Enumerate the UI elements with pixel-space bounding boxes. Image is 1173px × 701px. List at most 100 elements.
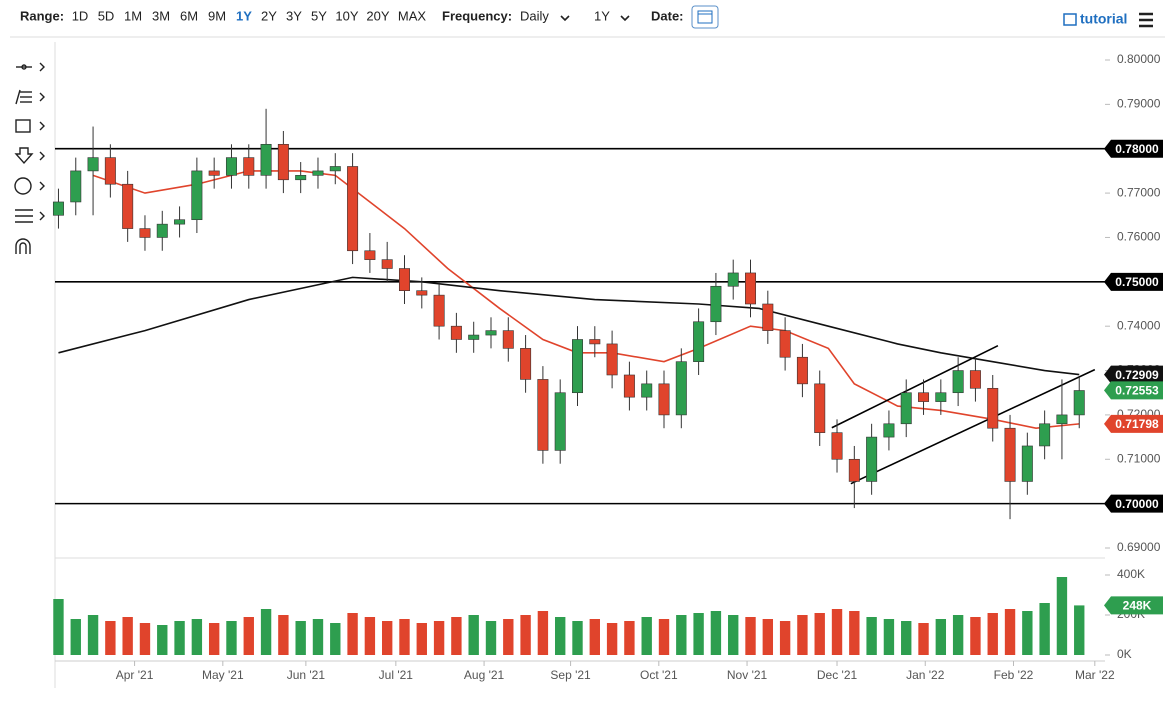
tool-annotation[interactable] [14, 177, 45, 195]
candle-body [139, 228, 151, 238]
y-tick-label: 0.71000 [1117, 451, 1161, 465]
volume-bar [866, 617, 877, 655]
candle-body [1021, 445, 1033, 482]
range-button[interactable]: 3M [152, 8, 170, 23]
candle-body [727, 272, 739, 287]
range-button[interactable]: 5D [98, 8, 115, 23]
volume-bar [226, 621, 237, 655]
volume-bar [139, 623, 151, 655]
candle-body [225, 157, 237, 176]
candle-body [485, 330, 497, 336]
candle-body [295, 175, 307, 181]
candle-body [1039, 423, 1051, 447]
candle-body [952, 370, 964, 394]
candle-body [52, 201, 64, 216]
tool-measure[interactable] [15, 209, 45, 223]
drawing-tools [14, 62, 45, 254]
x-tick-label: Mar '22 [1075, 668, 1115, 682]
candle-body [935, 392, 947, 402]
volume-bar [710, 611, 722, 655]
range-button[interactable]: 2Y [261, 8, 277, 23]
tutorial-icon [1063, 13, 1077, 26]
candle-body [883, 423, 895, 438]
volume-bar [555, 617, 566, 655]
candle-body [779, 330, 791, 358]
volume-bar [918, 623, 929, 655]
price-badge-label: 0.72909 [1115, 368, 1159, 382]
frequency-select[interactable]: Daily [520, 8, 549, 23]
candle-body [312, 170, 324, 176]
volume-bar [658, 619, 670, 655]
candle-body [641, 383, 653, 398]
x-tick-label: Jul '21 [379, 668, 414, 682]
x-tick-label: May '21 [202, 668, 244, 682]
volume-bar [381, 621, 393, 655]
candle-body [520, 348, 532, 380]
volume-bar [260, 609, 272, 655]
tutorial-link[interactable]: tutorial [1080, 11, 1127, 27]
volume-bar [208, 623, 220, 655]
candle-body [848, 458, 860, 482]
volume-bar [849, 611, 860, 655]
range-button[interactable]: MAX [398, 8, 427, 23]
y-tick-label: 0.69000 [1117, 540, 1161, 554]
price-badge [1104, 494, 1163, 513]
range-button[interactable]: 3Y [286, 8, 302, 23]
range-button[interactable]: 20Y [366, 8, 389, 23]
x-tick-label: Oct '21 [640, 668, 678, 682]
candle-body [502, 330, 514, 349]
volume-bar [278, 615, 289, 655]
chevron [620, 15, 630, 22]
range-button[interactable]: 5Y [311, 8, 327, 23]
candle-body [433, 294, 445, 327]
volume-bar [641, 617, 652, 655]
range-button[interactable]: 6M [180, 8, 198, 23]
volume-bar [174, 621, 185, 655]
range-button[interactable]: 10Y [335, 8, 358, 23]
tool-line[interactable] [16, 62, 45, 72]
price-badge-label: 0.70000 [1115, 497, 1159, 511]
candle-body [589, 339, 601, 345]
menu-button[interactable] [1139, 12, 1153, 28]
volume-bar [745, 617, 756, 655]
volume-bar [330, 623, 341, 655]
candle-body [156, 223, 168, 238]
price-badge [1104, 139, 1163, 158]
candle-body [450, 325, 462, 340]
calendar-button[interactable] [691, 5, 719, 29]
frequency-label: Frequency: [442, 8, 512, 23]
volume-bar [676, 615, 687, 655]
y-tick-label: 0.74000 [1117, 318, 1161, 332]
range-button[interactable]: 9M [208, 8, 226, 23]
tool-arrow[interactable] [14, 147, 45, 165]
x-tick-label: Dec '21 [817, 668, 858, 682]
volume-bar [987, 613, 998, 655]
tool-fib[interactable] [15, 89, 45, 105]
moving-average [92, 170, 1080, 430]
volume-bar [87, 615, 99, 655]
candle-body [468, 334, 480, 340]
volume-bar [451, 617, 462, 655]
volume-bar [416, 623, 427, 655]
volume-bar [1074, 605, 1085, 655]
range-button-active[interactable]: 1Y [236, 8, 252, 23]
volume-bar [520, 615, 531, 655]
price-badge [1104, 365, 1163, 384]
range-button[interactable]: 1D [72, 8, 89, 23]
price-badge [1104, 381, 1163, 400]
candle-body [987, 387, 999, 429]
range-button[interactable]: 1M [124, 8, 142, 23]
volume-bar [53, 599, 64, 655]
volume-bar [624, 621, 635, 655]
x-tick-label: Jan '22 [906, 668, 945, 682]
volume-bar [952, 615, 964, 655]
x-tick-label: Jun '21 [287, 668, 326, 682]
span-select[interactable]: 1Y [594, 8, 610, 23]
volume-bar [312, 619, 324, 655]
tool-magnet[interactable] [15, 238, 31, 254]
tool-shape[interactable] [15, 119, 45, 133]
candle-body [866, 436, 878, 482]
price-badge [1104, 414, 1163, 433]
volume-bar [243, 617, 254, 655]
